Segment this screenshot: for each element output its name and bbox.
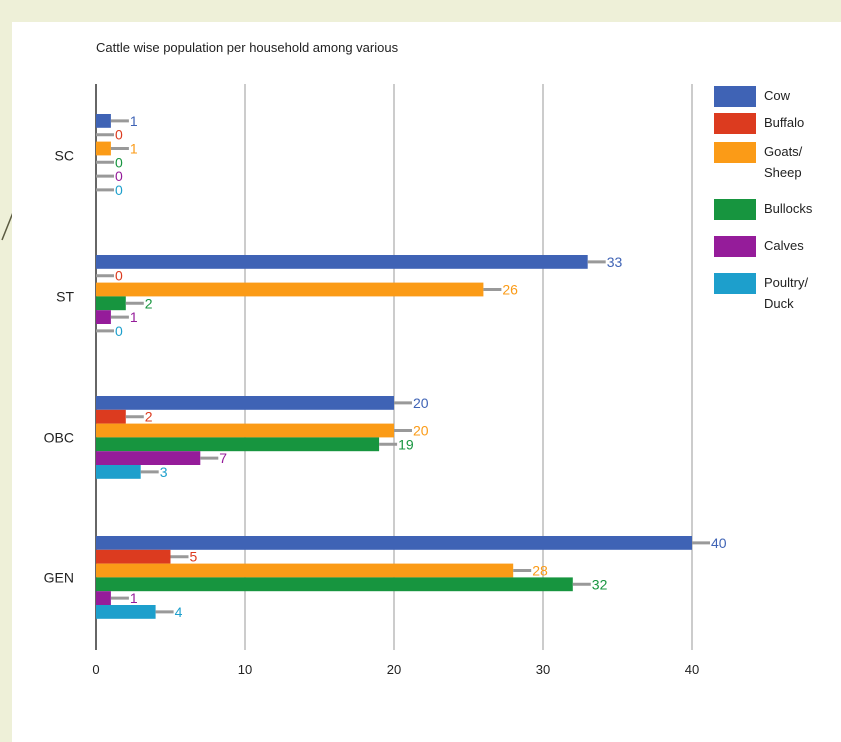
- bar: [96, 536, 692, 550]
- data-label: 1: [130, 113, 138, 129]
- bar: [96, 563, 514, 578]
- bar: [96, 310, 111, 324]
- bar: [96, 465, 141, 479]
- bar: [96, 296, 126, 311]
- legend-label: Cow: [764, 88, 791, 103]
- data-label: 33: [607, 254, 623, 270]
- legend-label: Poultry/: [764, 275, 808, 290]
- data-label: 2: [145, 409, 153, 425]
- bar: [96, 396, 394, 410]
- data-label: 0: [115, 182, 123, 198]
- legend-label: Buffalo: [764, 115, 804, 130]
- x-tick-labels: 0 10 20 30 40: [92, 662, 699, 677]
- data-label: 26: [502, 282, 518, 298]
- legend-label: Duck: [764, 296, 794, 311]
- bar: [96, 549, 171, 564]
- bar: [96, 409, 126, 424]
- bar: [96, 451, 201, 465]
- data-label: 28: [532, 563, 548, 579]
- category-label: ST: [56, 288, 74, 304]
- data-label: 0: [115, 154, 123, 170]
- legend-swatch: [714, 199, 756, 220]
- data-label: 19: [398, 436, 414, 452]
- data-label: 4: [175, 604, 183, 620]
- legend-swatch: [714, 273, 756, 294]
- bar: [96, 282, 484, 297]
- legend-label: Sheep: [764, 165, 802, 180]
- bar: [96, 591, 111, 605]
- category-labels: SC ST OBC GEN: [44, 147, 75, 585]
- x-tick-label: 20: [387, 662, 401, 677]
- bar: [96, 255, 588, 269]
- bar: [96, 577, 573, 592]
- legend-swatch: [714, 142, 756, 163]
- bar: [96, 437, 380, 452]
- data-label: 5: [190, 549, 198, 565]
- bar: [96, 114, 111, 128]
- bar: [96, 605, 156, 619]
- bar-chart: Cattle wise population per household amo…: [44, 40, 813, 677]
- data-label: 0: [115, 323, 123, 339]
- data-label: 0: [115, 168, 123, 184]
- bar: [96, 423, 394, 438]
- chart-panel: Cattle wise population per household amo…: [12, 22, 841, 742]
- data-label: 20: [413, 423, 429, 439]
- data-label: 0: [115, 127, 123, 143]
- category-label: SC: [55, 147, 74, 163]
- x-tick-label: 40: [685, 662, 699, 677]
- legend: Cow Buffalo Goats/Sheep Bullocks Calves Poult…: [714, 86, 813, 311]
- legend-swatch: [714, 86, 756, 107]
- legend-label: Goats/: [764, 144, 803, 159]
- data-label: 2: [145, 295, 153, 311]
- data-label: 1: [130, 141, 138, 157]
- data-label: 40: [711, 535, 727, 551]
- legend-label: Bullocks: [764, 201, 813, 216]
- category-label: GEN: [44, 569, 74, 585]
- data-label: 7: [219, 450, 227, 466]
- legend-label: Calves: [764, 238, 804, 253]
- grid-lines: [95, 84, 693, 650]
- data-label: 3: [160, 464, 168, 480]
- bar: [96, 141, 111, 156]
- chart-title: Cattle wise population per household amo…: [96, 40, 399, 55]
- data-label: 1: [130, 309, 138, 325]
- x-tick-label: 10: [238, 662, 252, 677]
- data-label: 1: [130, 590, 138, 606]
- x-tick-label: 30: [536, 662, 550, 677]
- data-label: 32: [592, 576, 608, 592]
- legend-swatch: [714, 113, 756, 134]
- data-label: 0: [115, 268, 123, 284]
- data-label: 20: [413, 395, 429, 411]
- legend-swatch: [714, 236, 756, 257]
- category-label: OBC: [44, 429, 74, 445]
- x-tick-label: 0: [92, 662, 99, 677]
